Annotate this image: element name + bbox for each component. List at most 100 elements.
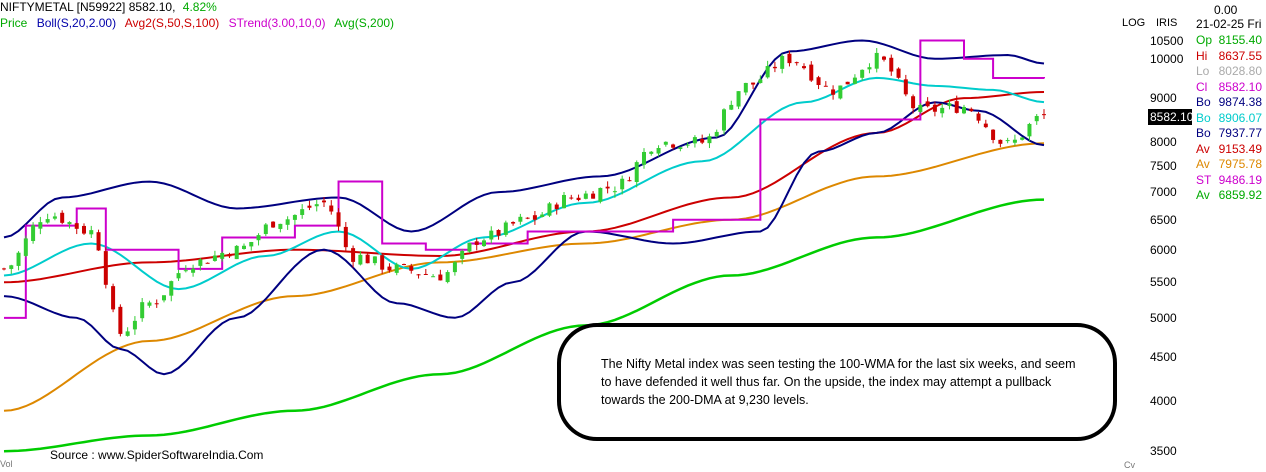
candle-body	[620, 178, 625, 190]
legend-avg2: Avg2(S,50,S,100)	[124, 16, 220, 30]
candle-body	[867, 67, 872, 70]
candle-body	[758, 79, 763, 84]
candle-body	[242, 245, 246, 250]
candle-body	[591, 193, 596, 199]
side-row-value: 8155.40	[1218, 33, 1262, 47]
candle-body	[656, 148, 661, 154]
candle-body	[445, 272, 450, 283]
source-credit: Source : www.SpiderSoftwareIndia.Com	[50, 448, 264, 462]
candle-body	[380, 255, 385, 270]
candle-body	[38, 222, 43, 229]
y-tick-label: 3500	[1150, 444, 1177, 459]
legend-strend: STrend(3.00,10,0)	[228, 16, 326, 30]
candle-body	[60, 212, 65, 223]
candle-body	[642, 151, 646, 165]
candle-body	[191, 268, 196, 273]
candle-body	[692, 137, 697, 144]
side-row-key: Av	[1196, 157, 1210, 171]
candle-body	[89, 230, 94, 235]
candle-body	[125, 331, 130, 336]
date-label: 21-02-25 Fri	[1196, 17, 1262, 31]
candle-body	[16, 252, 21, 266]
candle-body	[838, 85, 843, 99]
side-row-lo: Lo 8028.80	[1196, 64, 1262, 78]
candle-body	[787, 53, 792, 64]
log-scale-badge[interactable]: LOG	[1122, 17, 1146, 29]
candle-body	[685, 144, 690, 146]
candle-body	[1027, 123, 1032, 137]
candle-body	[1034, 116, 1039, 122]
candle-body	[329, 205, 334, 212]
candle-body	[671, 144, 676, 148]
candle-body	[431, 276, 436, 278]
y-tick-label: 6500	[1150, 212, 1177, 227]
candle-body	[314, 204, 319, 207]
candle-body	[234, 245, 239, 260]
candle-body	[482, 240, 486, 247]
candle-body	[569, 197, 574, 199]
instrument-name: NIFTYMETAL [N59922]	[0, 0, 126, 14]
side-row-value: 9486.19	[1218, 172, 1262, 187]
candle-body	[205, 262, 210, 264]
candle-body	[336, 212, 341, 227]
side-row-key: Av	[1196, 141, 1210, 156]
candle-body	[474, 241, 479, 245]
side-row-av: Av 6859.92	[1196, 188, 1262, 202]
candle-body	[1042, 114, 1046, 116]
candle-body	[852, 77, 857, 84]
candle-body	[140, 302, 145, 319]
candle-body	[1012, 139, 1017, 143]
candle-body	[576, 197, 581, 201]
supertrend-line	[4, 39, 1045, 319]
current-price-marker: 8582.10	[1148, 109, 1194, 125]
candle-body	[634, 162, 639, 183]
candle-body	[343, 226, 348, 248]
side-row-key: ST	[1196, 172, 1212, 187]
y-tick-label: 5500	[1150, 275, 1177, 290]
candle-body	[154, 303, 159, 305]
side-row-key: Cl	[1196, 79, 1208, 94]
candle-body	[583, 193, 588, 199]
side-row-key: Op	[1196, 33, 1213, 47]
side-row-value: 8028.80	[1218, 64, 1262, 78]
candle-body	[271, 221, 276, 228]
candle-body	[176, 273, 181, 279]
candle-body	[198, 259, 203, 266]
candle-body	[932, 104, 937, 112]
candle-body	[365, 254, 370, 264]
candle-body	[147, 302, 152, 306]
candle-body	[162, 295, 166, 301]
candle-body	[678, 147, 683, 149]
candle-body	[402, 264, 406, 266]
candle-body	[940, 107, 945, 114]
candle-body	[67, 222, 72, 225]
side-row-bo: Bo 9874.38	[1196, 95, 1262, 109]
candle-body	[394, 264, 399, 273]
candle-body	[307, 205, 312, 208]
candle-body	[736, 91, 741, 107]
candle-body	[612, 191, 617, 193]
candle-body	[874, 52, 879, 69]
side-row-value: 8906.07	[1218, 110, 1262, 125]
candle-body	[118, 306, 123, 334]
candle-body	[132, 320, 137, 330]
candle-body	[722, 109, 726, 131]
candle-body	[947, 103, 952, 107]
y-tick-label: 7000	[1150, 185, 1177, 200]
iris-badge[interactable]: IRIS	[1156, 17, 1178, 29]
side-row-value: 6859.92	[1218, 188, 1262, 202]
candle-body	[518, 216, 523, 222]
zero-value: 0.00	[1214, 3, 1238, 17]
candle-body	[23, 238, 28, 256]
candle-body	[387, 266, 392, 271]
side-row-key: Bo	[1196, 110, 1211, 125]
candle-body	[256, 235, 261, 241]
candle-body	[700, 138, 705, 143]
side-row-hi: Hi 8637.55	[1196, 49, 1262, 63]
candle-body	[831, 89, 836, 95]
avg50-line	[3, 91, 1045, 284]
candle-body	[765, 66, 770, 78]
y-tick-label: 9000	[1150, 91, 1177, 106]
candle-body	[372, 256, 377, 264]
